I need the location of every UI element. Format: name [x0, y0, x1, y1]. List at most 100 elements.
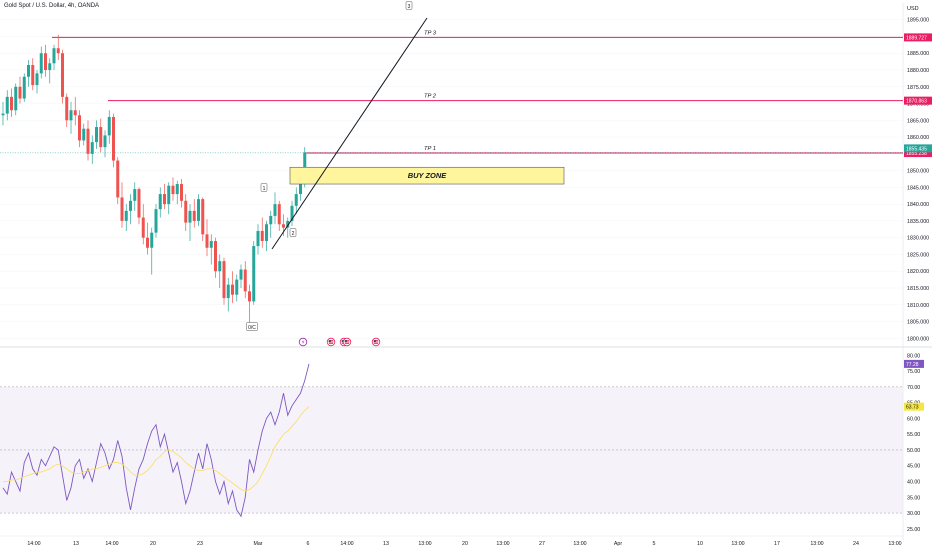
candle-body[interactable]	[171, 185, 175, 195]
candle-body[interactable]	[286, 220, 290, 228]
candle-body[interactable]	[52, 48, 56, 64]
candle-body[interactable]	[14, 86, 18, 111]
candle-body[interactable]	[35, 73, 39, 86]
candle-body[interactable]	[222, 261, 226, 299]
candle-body[interactable]	[192, 210, 196, 221]
rsi-tick-label: 70.00	[907, 385, 920, 391]
rsi-tick-label: 40.00	[907, 480, 920, 486]
candle-body[interactable]	[10, 96, 13, 111]
candle-body[interactable]	[39, 53, 43, 74]
candle-body[interactable]	[154, 209, 158, 233]
candle-body[interactable]	[112, 116, 115, 161]
candle-body[interactable]	[231, 284, 234, 295]
candle-body[interactable]	[303, 152, 307, 181]
candle-body[interactable]	[82, 128, 86, 141]
candle-body[interactable]	[265, 224, 268, 242]
candle-body[interactable]	[48, 63, 52, 71]
candle-body[interactable]	[1, 113, 5, 116]
buy-zone-box[interactable]	[289, 166, 565, 185]
candle-body[interactable]	[95, 127, 98, 143]
candle-body[interactable]	[248, 291, 251, 302]
rsi-tick-label: 25.00	[907, 527, 920, 533]
candle-body[interactable]	[260, 230, 264, 242]
price-tick-label: 1815.000	[907, 286, 929, 292]
candle-body[interactable]	[107, 116, 111, 136]
price-tick-label: 1805.000	[907, 320, 929, 326]
candle-body[interactable]	[252, 246, 256, 302]
candle-body[interactable]	[22, 76, 26, 99]
candle-body[interactable]	[61, 53, 64, 97]
candle-body[interactable]	[65, 96, 69, 121]
candle-body[interactable]	[44, 53, 47, 71]
candle-body[interactable]	[137, 189, 141, 218]
candle-body[interactable]	[235, 279, 239, 295]
candle-body[interactable]	[99, 127, 103, 148]
tp-level-label: TP 2	[424, 94, 437, 100]
wave-label: 3	[408, 4, 411, 10]
candle-body[interactable]	[175, 184, 179, 195]
candle-body[interactable]	[146, 237, 149, 248]
candle-body[interactable]	[103, 135, 107, 148]
candle-body[interactable]	[27, 64, 30, 77]
candle-body[interactable]	[69, 110, 73, 121]
candle-body[interactable]	[73, 110, 77, 116]
candle-body[interactable]	[158, 194, 162, 210]
candle-body[interactable]	[150, 232, 154, 248]
candle-body[interactable]	[129, 200, 132, 211]
candle-body[interactable]	[116, 160, 120, 198]
candle-body[interactable]	[120, 197, 124, 221]
candle-body[interactable]	[5, 96, 9, 114]
time-tick-label: 14:00	[27, 541, 40, 547]
rsi-tick-label: 50.00	[907, 448, 920, 454]
candle-body[interactable]	[188, 210, 192, 223]
candle-body[interactable]	[290, 205, 294, 221]
price-tick-label: 1825.000	[907, 252, 929, 258]
us-flag-event-icon[interactable]	[326, 337, 336, 347]
candle-body[interactable]	[282, 224, 285, 228]
candle-body[interactable]	[90, 142, 94, 154]
candle-body[interactable]	[180, 184, 183, 201]
time-tick-label: 20	[462, 541, 468, 547]
candle-body[interactable]	[124, 210, 128, 221]
time-tick-label: 13:00	[418, 541, 431, 547]
candle-body[interactable]	[243, 269, 247, 292]
candle-body[interactable]	[163, 194, 166, 205]
candle-body[interactable]	[86, 128, 90, 154]
candle-body[interactable]	[226, 284, 230, 299]
time-tick-label: 13:00	[731, 541, 744, 547]
time-tick-label: 17	[774, 541, 780, 547]
candle-body[interactable]	[167, 185, 171, 205]
price-tick-label: 1895.000	[907, 18, 929, 24]
rsi-tick-label: 60.00	[907, 416, 920, 422]
candle-body[interactable]	[299, 180, 302, 195]
time-tick-label: Apr	[614, 541, 622, 547]
candle-body[interactable]	[141, 217, 145, 238]
price-tick-label: 1800.000	[907, 336, 929, 342]
candle-body[interactable]	[78, 115, 81, 141]
candle-body[interactable]	[269, 215, 273, 225]
trend-line[interactable]	[271, 17, 428, 250]
candle-body[interactable]	[277, 204, 281, 225]
candle-body[interactable]	[205, 234, 209, 248]
candle-body[interactable]	[56, 48, 60, 54]
price-tick-label: 1880.000	[907, 68, 929, 74]
candle-body[interactable]	[31, 64, 35, 86]
candle-body[interactable]	[256, 230, 260, 247]
candle-body[interactable]	[197, 199, 200, 221]
us-flag-event-icon[interactable]	[342, 337, 352, 347]
price-tick-label: 1850.000	[907, 169, 929, 175]
us-flag-event-icon[interactable]	[371, 337, 381, 347]
candle-body[interactable]	[294, 194, 298, 206]
candle-body[interactable]	[209, 241, 213, 248]
candle-body[interactable]	[18, 86, 22, 99]
candle-body[interactable]	[239, 269, 243, 280]
lightning-event-icon[interactable]	[298, 337, 308, 347]
candle-body[interactable]	[273, 204, 277, 216]
time-tick-label: 10	[697, 541, 703, 547]
candle-body[interactable]	[184, 200, 188, 223]
candle-body[interactable]	[201, 199, 205, 235]
candle-body[interactable]	[218, 261, 222, 272]
candle-body[interactable]	[214, 241, 217, 272]
candle-body[interactable]	[133, 189, 137, 201]
